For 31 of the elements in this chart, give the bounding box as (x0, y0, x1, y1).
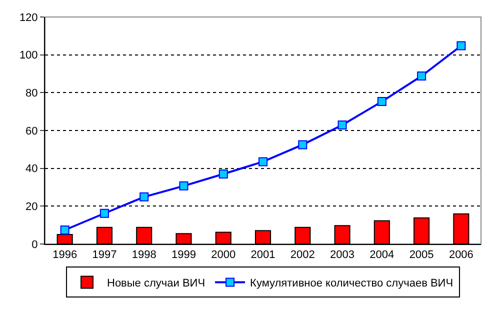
legend-label: Новые случаи ВИЧ (107, 277, 206, 290)
y-tick-label: 80 (26, 88, 38, 100)
x-tick-label: 2002 (290, 249, 315, 262)
point (218, 170, 228, 179)
y-tick-label: 0 (32, 238, 38, 251)
x-tick-label: 1998 (132, 249, 156, 262)
point (298, 140, 308, 150)
y-tick-label: 40 (26, 163, 38, 176)
y-tick-label: 100 (19, 50, 38, 62)
x-tick-label: 1999 (171, 249, 196, 262)
x-tick-label: 1997 (92, 249, 117, 262)
x-tick-label: 2003 (330, 249, 355, 262)
y-tick-label: 120 (19, 12, 38, 24)
point (258, 157, 268, 166)
point (179, 181, 188, 190)
point (456, 41, 466, 50)
point (338, 120, 347, 130)
y-tick-label: 20 (26, 201, 38, 214)
x-tick-label: 1996 (52, 249, 78, 262)
point (417, 72, 426, 81)
y-tick-label: 60 (26, 125, 38, 138)
x-tick-label: 2000 (211, 249, 236, 262)
x-tick-label: 2004 (370, 249, 394, 262)
point (377, 97, 386, 106)
legend-label: Кумулятивное количество случаев ВИЧ (250, 277, 454, 290)
x-tick-label: 2005 (409, 249, 434, 262)
point (100, 208, 109, 218)
point (140, 192, 149, 202)
x-tick-label: 2006 (448, 249, 474, 262)
point (60, 226, 70, 234)
x-tick-label: 2001 (250, 249, 276, 262)
